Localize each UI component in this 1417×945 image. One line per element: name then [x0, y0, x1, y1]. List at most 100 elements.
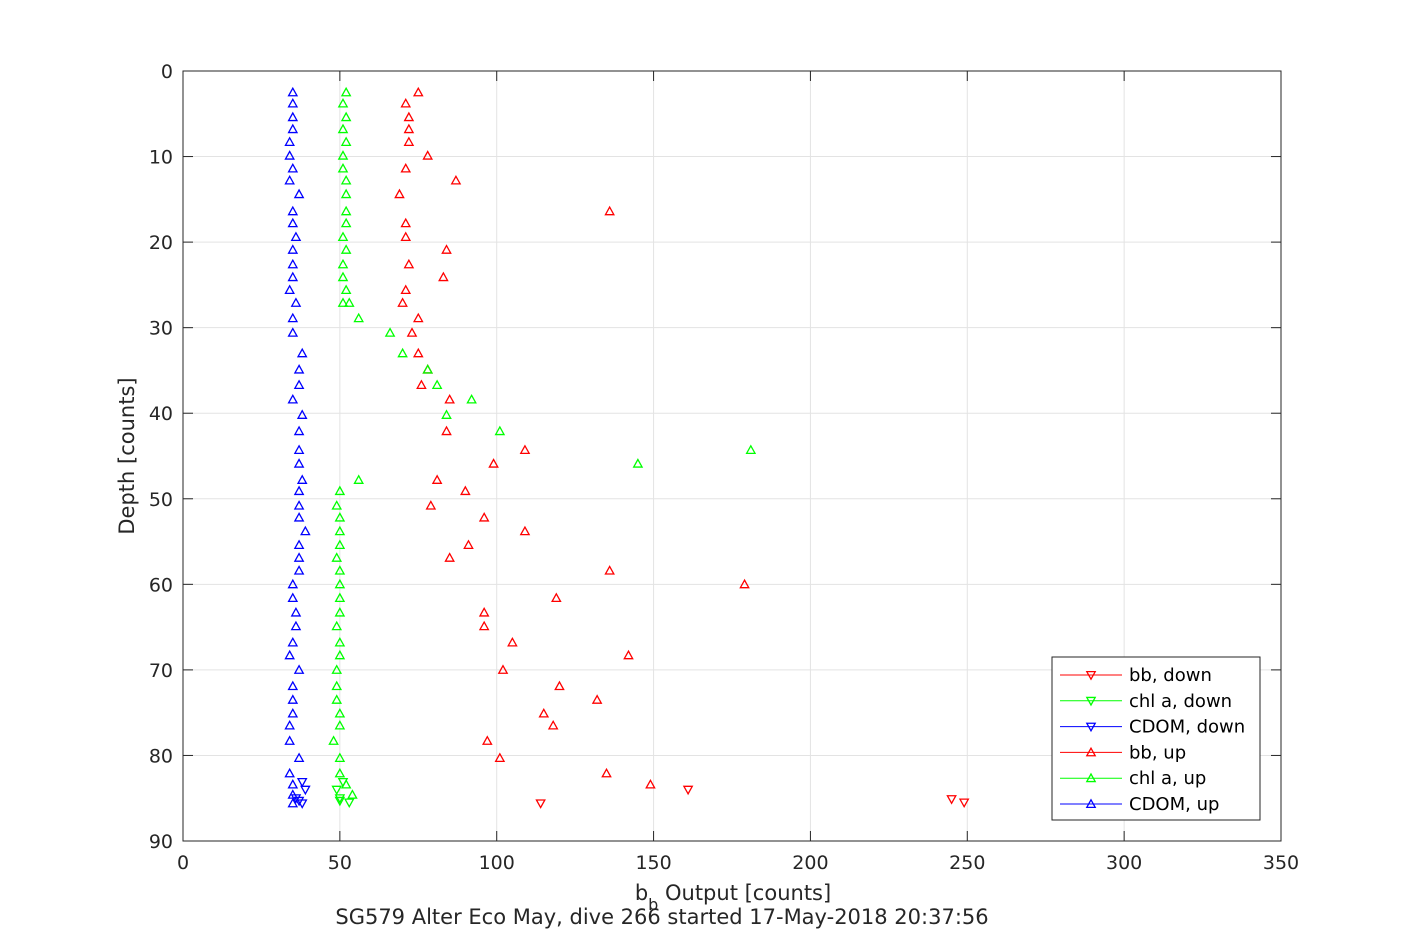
data-point	[463, 539, 474, 549]
data-point	[591, 694, 603, 704]
axes-box	[182, 70, 1282, 842]
data-point	[403, 258, 415, 269]
data-point	[328, 735, 339, 745]
data-point	[604, 205, 615, 216]
legend-marker	[1085, 670, 1097, 681]
data-point	[538, 707, 550, 718]
data-point	[337, 258, 349, 269]
legend-label: CDOM, down	[1129, 717, 1245, 738]
data-point	[397, 297, 408, 307]
data-point	[340, 86, 352, 97]
data-point	[337, 123, 349, 134]
data-point	[438, 271, 449, 282]
data-point	[400, 162, 412, 173]
y-tick-label: 50	[149, 489, 173, 511]
y-axis-title: Depth [counts]	[115, 377, 139, 534]
data-point	[946, 795, 957, 805]
data-point	[287, 258, 299, 269]
data-point	[337, 162, 349, 173]
data-point	[287, 111, 299, 122]
data-point	[397, 347, 408, 358]
data-point	[340, 217, 352, 228]
data-point	[547, 719, 559, 730]
data-point	[601, 767, 612, 778]
y-tick-label: 80	[149, 745, 173, 767]
data-point	[645, 778, 656, 789]
y-tick-label: 90	[149, 831, 173, 853]
data-point	[293, 796, 305, 807]
data-point	[422, 364, 434, 374]
data-point	[284, 174, 295, 185]
data-point	[296, 474, 308, 484]
data-point	[478, 620, 490, 631]
data-point	[403, 111, 415, 122]
data-point	[334, 636, 346, 647]
data-point	[497, 664, 509, 674]
data-point	[287, 97, 299, 108]
data-point	[394, 188, 405, 199]
data-point	[300, 525, 311, 536]
data-point	[340, 244, 352, 254]
legend-marker	[1085, 722, 1097, 733]
data-point	[287, 680, 299, 691]
data-point	[284, 735, 295, 745]
legend-label: bb, down	[1129, 665, 1212, 686]
series-0	[535, 785, 970, 809]
legend-label: bb, up	[1129, 742, 1186, 763]
data-point	[287, 86, 299, 97]
data-point	[334, 539, 346, 549]
data-point	[334, 485, 346, 496]
data-point	[353, 474, 364, 484]
data-point	[340, 205, 352, 216]
data-point	[334, 796, 346, 807]
data-point	[343, 297, 355, 307]
data-point	[958, 798, 970, 809]
data-point	[293, 752, 305, 763]
data-point	[293, 552, 305, 562]
data-point	[334, 565, 346, 575]
data-point	[293, 565, 305, 575]
x-tick-label: 100	[479, 852, 515, 874]
data-point	[481, 735, 493, 745]
data-point	[334, 752, 346, 763]
legend-box	[1051, 656, 1261, 821]
x-tick-label: 150	[635, 852, 671, 874]
y-tick-label: 40	[149, 403, 173, 425]
legend-marker	[1085, 772, 1097, 783]
data-point	[296, 799, 308, 809]
data-point	[739, 578, 750, 589]
data-point	[290, 620, 302, 631]
data-point	[300, 785, 311, 796]
data-point	[331, 694, 343, 704]
data-point	[334, 649, 346, 660]
data-point	[334, 525, 346, 536]
data-point	[337, 271, 349, 282]
data-point	[293, 188, 305, 199]
data-point	[334, 767, 346, 778]
data-point	[293, 425, 305, 436]
data-point	[296, 409, 308, 419]
data-point	[441, 409, 452, 419]
data-point	[334, 719, 346, 730]
data-point	[604, 565, 615, 575]
data-point	[682, 785, 694, 796]
data-point	[431, 379, 443, 389]
data-point	[400, 97, 412, 108]
data-point	[632, 458, 644, 468]
grid	[183, 71, 1281, 841]
chart-caption: SG579 Alter Eco May, dive 266 started 17…	[335, 905, 988, 929]
data-point	[284, 150, 295, 160]
data-point	[478, 607, 490, 617]
data-point	[412, 347, 424, 358]
data-point	[293, 458, 305, 468]
series-4	[328, 86, 757, 799]
data-point	[551, 592, 562, 603]
y-tick-label: 10	[149, 147, 173, 169]
data-point	[494, 425, 506, 436]
data-point	[334, 607, 346, 617]
x-tick-label: 200	[792, 852, 828, 874]
data-point	[337, 297, 349, 307]
data-point	[287, 694, 299, 704]
data-point	[337, 231, 349, 241]
